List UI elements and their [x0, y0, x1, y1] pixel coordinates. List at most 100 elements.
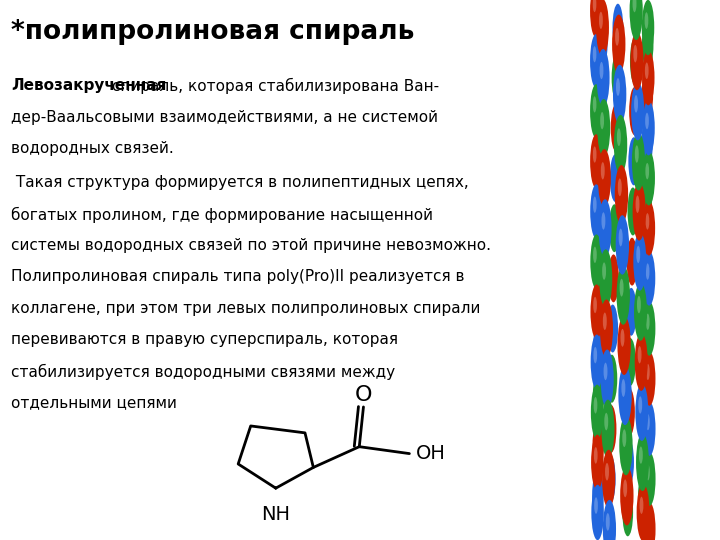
Circle shape: [611, 104, 621, 152]
Text: коллагене, при этом три левых полипролиновых спирали: коллагене, при этом три левых полипролин…: [11, 301, 480, 316]
Circle shape: [630, 37, 641, 85]
Circle shape: [633, 0, 636, 12]
Text: NH: NH: [261, 505, 290, 524]
Circle shape: [636, 434, 649, 491]
Circle shape: [646, 213, 649, 230]
Circle shape: [603, 500, 616, 540]
Circle shape: [646, 264, 649, 280]
Circle shape: [644, 502, 655, 540]
Circle shape: [600, 349, 613, 408]
Circle shape: [618, 366, 631, 425]
Circle shape: [602, 262, 606, 280]
Circle shape: [590, 0, 602, 37]
Circle shape: [591, 485, 604, 540]
Circle shape: [645, 113, 649, 129]
Circle shape: [635, 145, 639, 163]
Circle shape: [626, 238, 637, 286]
Circle shape: [636, 246, 640, 263]
Circle shape: [633, 183, 646, 240]
Text: спираль, которая стабилизирована Ван-: спираль, которая стабилизирована Ван-: [107, 78, 438, 94]
Circle shape: [590, 134, 603, 188]
Circle shape: [590, 335, 603, 389]
Circle shape: [639, 497, 644, 514]
Circle shape: [645, 163, 649, 179]
Circle shape: [643, 201, 655, 255]
Text: *полипролиновая спираль: *полипролиновая спираль: [11, 19, 414, 45]
Circle shape: [591, 435, 603, 490]
Circle shape: [612, 15, 626, 74]
Circle shape: [598, 99, 611, 157]
Circle shape: [607, 305, 618, 353]
Circle shape: [595, 170, 606, 220]
Circle shape: [628, 187, 639, 235]
Circle shape: [642, 119, 653, 170]
Circle shape: [616, 78, 620, 96]
Circle shape: [632, 132, 645, 191]
Circle shape: [590, 234, 603, 289]
Circle shape: [618, 315, 631, 375]
Circle shape: [629, 87, 640, 135]
Circle shape: [602, 450, 616, 508]
Circle shape: [639, 421, 650, 470]
Circle shape: [624, 480, 627, 497]
Circle shape: [643, 352, 655, 406]
Circle shape: [600, 62, 603, 79]
Circle shape: [590, 84, 602, 138]
Circle shape: [641, 170, 652, 220]
Circle shape: [590, 184, 603, 239]
Circle shape: [645, 63, 649, 79]
Circle shape: [642, 69, 653, 120]
Circle shape: [601, 400, 614, 458]
Circle shape: [624, 438, 634, 486]
Circle shape: [629, 0, 643, 40]
Circle shape: [639, 396, 642, 414]
Circle shape: [593, 347, 597, 363]
Circle shape: [605, 463, 609, 481]
Circle shape: [636, 484, 649, 540]
Text: перевиваются в правую суперспираль, которая: перевиваются в правую суперспираль, кото…: [11, 332, 398, 347]
Text: богатых пролином, где формирование насыщенной: богатых пролином, где формирование насыщ…: [11, 207, 433, 223]
Text: системы водородных связей по этой причине невозможно.: системы водородных связей по этой причин…: [11, 238, 491, 253]
Circle shape: [646, 364, 649, 380]
Circle shape: [615, 28, 619, 46]
Circle shape: [635, 333, 648, 391]
Circle shape: [593, 370, 604, 421]
Circle shape: [616, 215, 629, 275]
Circle shape: [609, 204, 620, 252]
Circle shape: [590, 34, 602, 88]
Circle shape: [638, 346, 642, 363]
Circle shape: [595, 70, 607, 119]
Circle shape: [642, 100, 654, 156]
Circle shape: [640, 270, 652, 320]
Circle shape: [634, 233, 647, 291]
Circle shape: [593, 397, 598, 414]
Circle shape: [594, 497, 598, 514]
Circle shape: [596, 19, 608, 69]
Circle shape: [603, 363, 608, 380]
Circle shape: [644, 402, 655, 456]
Circle shape: [636, 195, 639, 213]
Circle shape: [618, 178, 622, 196]
Circle shape: [622, 489, 633, 536]
Circle shape: [638, 471, 649, 521]
Text: водородных связей.: водородных связей.: [11, 141, 174, 156]
Circle shape: [608, 254, 619, 302]
Circle shape: [643, 301, 655, 356]
Text: Левозакрученная: Левозакрученная: [11, 78, 166, 93]
Circle shape: [601, 212, 606, 230]
Circle shape: [622, 429, 626, 447]
Circle shape: [593, 46, 596, 62]
Circle shape: [634, 95, 638, 113]
Circle shape: [646, 464, 650, 481]
Circle shape: [642, 18, 654, 70]
Circle shape: [593, 146, 596, 163]
Circle shape: [646, 314, 649, 330]
Circle shape: [610, 154, 621, 202]
Circle shape: [611, 54, 622, 102]
Circle shape: [630, 32, 644, 90]
Circle shape: [642, 50, 654, 105]
Circle shape: [639, 447, 643, 464]
Circle shape: [643, 151, 655, 205]
Circle shape: [599, 249, 612, 307]
Text: отдельными цепями: отдельными цепями: [11, 395, 177, 410]
